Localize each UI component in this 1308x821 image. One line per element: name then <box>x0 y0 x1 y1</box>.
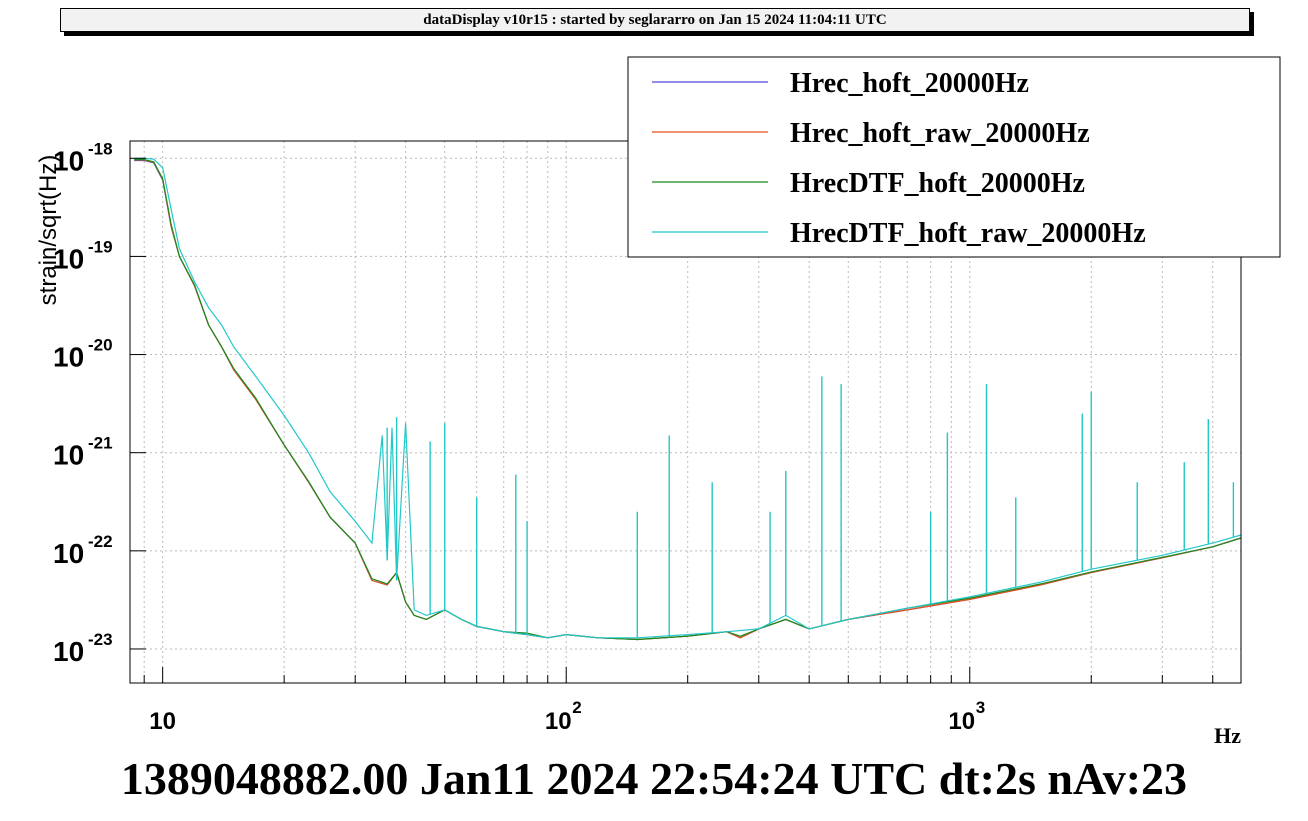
legend-label-3: HrecDTF_hoft_20000Hz <box>790 168 1085 199</box>
x-tick-label-1: 10 <box>149 708 176 735</box>
y-tick-label-base: 10 <box>53 440 84 471</box>
x-tick-label-exp: 2 <box>572 698 581 717</box>
y-tick-label-5: 10 -22 <box>53 532 113 569</box>
x-tick-label-3: 103 <box>948 698 985 735</box>
legend-box <box>627 56 1281 258</box>
y-tick-label-exp: -23 <box>88 630 113 649</box>
y-tick-label-exp: -19 <box>88 237 113 256</box>
y-tick-label-3: 10 -20 <box>53 336 113 373</box>
y-tick-label-2: 10 -19 <box>53 237 113 274</box>
header-title: dataDisplay v10r15 : started by seglarar… <box>60 8 1250 32</box>
y-tick-label-exp: -18 <box>88 139 113 158</box>
x-axis-label: Hz <box>1214 723 1241 748</box>
y-tick-label-base: 10 <box>53 342 84 373</box>
x-tick-label-exp: 3 <box>976 698 985 717</box>
y-tick-label-base: 10 <box>53 636 84 667</box>
y-tick-label-1: 10 -18 <box>53 139 113 176</box>
y-tick-label-4: 10 -21 <box>53 434 113 471</box>
x-tick-label-base: 10 <box>545 708 572 735</box>
legend-label-2: Hrec_hoft_raw_20000Hz <box>790 118 1090 149</box>
y-tick-label-base: 10 <box>53 145 84 176</box>
x-tick-label-base: 10 <box>948 708 975 735</box>
y-tick-label-base: 10 <box>53 243 84 274</box>
legend-label-4: HrecDTF_hoft_raw_20000Hz <box>790 218 1146 249</box>
y-tick-label-exp: -22 <box>88 532 113 551</box>
y-tick-label-exp: -20 <box>88 336 113 355</box>
y-axis-label: strain/sqrt(Hz) <box>35 155 62 306</box>
x-tick-label-base: 10 <box>149 708 176 735</box>
y-tick-label-exp: -21 <box>88 434 113 453</box>
x-tick-label-2: 102 <box>545 698 582 735</box>
legend: Hrec_hoft_20000Hz Hrec_hoft_raw_20000Hz Hr… <box>627 56 1281 258</box>
series-line-4 <box>134 157 1242 639</box>
footer-timestamp: 1389048882.00 Jan11 2024 22:54:24 UTC dt… <box>120 753 1188 804</box>
y-tick-label-base: 10 <box>53 538 84 569</box>
series-layer <box>134 157 1242 641</box>
legend-label-1: Hrec_hoft_20000Hz <box>790 68 1029 99</box>
y-tick-label-6: 10 -23 <box>53 630 113 667</box>
